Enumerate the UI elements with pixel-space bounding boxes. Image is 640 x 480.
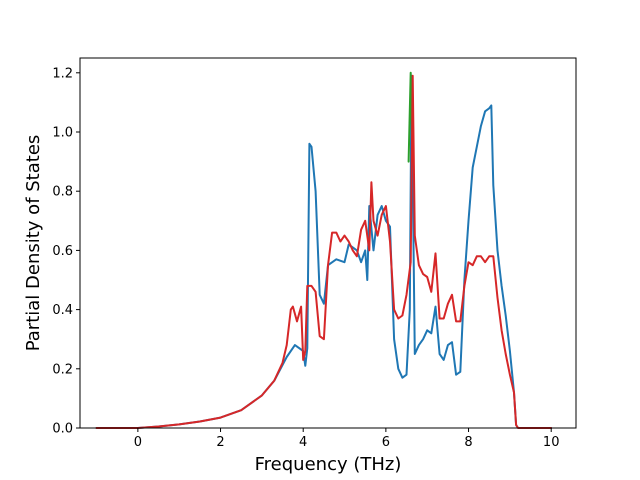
y-tick-label: 0.0 bbox=[52, 422, 73, 437]
y-tick-label: 1.2 bbox=[52, 66, 73, 81]
x-axis-label: Frequency (THz) bbox=[255, 454, 402, 475]
tick-layer: 0 2 4 6 8 10 0.0 0.2 0.4 0.6 0.8 1.0 1.2 bbox=[52, 66, 559, 450]
x-tick-label: 10 bbox=[543, 435, 560, 450]
y-tick-label: 0.8 bbox=[52, 185, 73, 200]
y-tick-label: 1.0 bbox=[52, 126, 73, 141]
x-tick-label: 0 bbox=[134, 435, 142, 450]
series-layer bbox=[95, 71, 553, 429]
y-tick-label: 0.6 bbox=[52, 244, 73, 259]
y-tick-label: 0.2 bbox=[52, 362, 73, 377]
series-line-3 bbox=[95, 74, 553, 429]
x-tick-label: 2 bbox=[216, 435, 224, 450]
y-axis-label: Partial Density of States bbox=[23, 135, 44, 352]
y-tick-label: 0.4 bbox=[52, 303, 73, 318]
x-tick-label: 8 bbox=[464, 435, 472, 450]
x-tick-label: 6 bbox=[382, 435, 390, 450]
x-tick-label: 4 bbox=[299, 435, 307, 450]
plot-frame bbox=[79, 57, 577, 429]
